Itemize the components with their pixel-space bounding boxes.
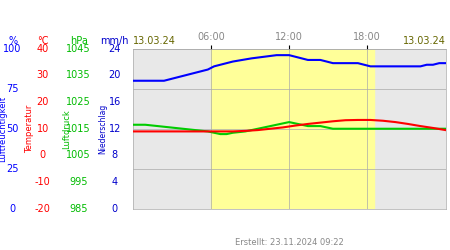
Text: 1035: 1035	[67, 70, 91, 81]
Text: Niederschlag: Niederschlag	[98, 104, 107, 154]
Text: 0: 0	[112, 204, 118, 214]
Text: 0: 0	[9, 204, 16, 214]
Text: 8: 8	[112, 150, 118, 160]
Text: hPa: hPa	[70, 36, 88, 46]
Text: Luftdruck: Luftdruck	[62, 109, 71, 148]
Text: mm/h: mm/h	[100, 36, 129, 46]
Text: -10: -10	[35, 177, 50, 187]
Text: 20: 20	[36, 97, 49, 107]
Text: 1025: 1025	[67, 97, 91, 107]
Text: 16: 16	[108, 97, 121, 107]
Text: 20: 20	[108, 70, 121, 81]
Text: Luftfeuchtigkeit: Luftfeuchtigkeit	[0, 96, 7, 162]
Text: -20: -20	[35, 204, 51, 214]
Text: 0: 0	[40, 150, 46, 160]
Text: 40: 40	[36, 44, 49, 54]
Text: 100: 100	[4, 44, 22, 54]
Text: %: %	[8, 36, 17, 46]
Text: 25: 25	[6, 164, 19, 174]
Text: 995: 995	[69, 177, 88, 187]
Text: 13.03.24: 13.03.24	[403, 36, 446, 46]
Text: 12: 12	[108, 124, 121, 134]
Text: 10: 10	[36, 124, 49, 134]
Text: 4: 4	[112, 177, 118, 187]
Text: Erstellt: 23.11.2024 09:22: Erstellt: 23.11.2024 09:22	[235, 238, 343, 246]
Text: 13.03.24: 13.03.24	[133, 36, 176, 46]
Text: 75: 75	[6, 84, 19, 94]
Text: 30: 30	[36, 70, 49, 81]
Text: 985: 985	[69, 204, 88, 214]
Text: °C: °C	[37, 36, 49, 46]
Bar	[211, 49, 374, 209]
Text: 1005: 1005	[67, 150, 91, 160]
Text: 1015: 1015	[67, 124, 91, 134]
Text: Temperatur: Temperatur	[25, 104, 34, 153]
Text: 1045: 1045	[67, 44, 91, 54]
Text: 24: 24	[108, 44, 121, 54]
Text: 50: 50	[6, 124, 19, 134]
